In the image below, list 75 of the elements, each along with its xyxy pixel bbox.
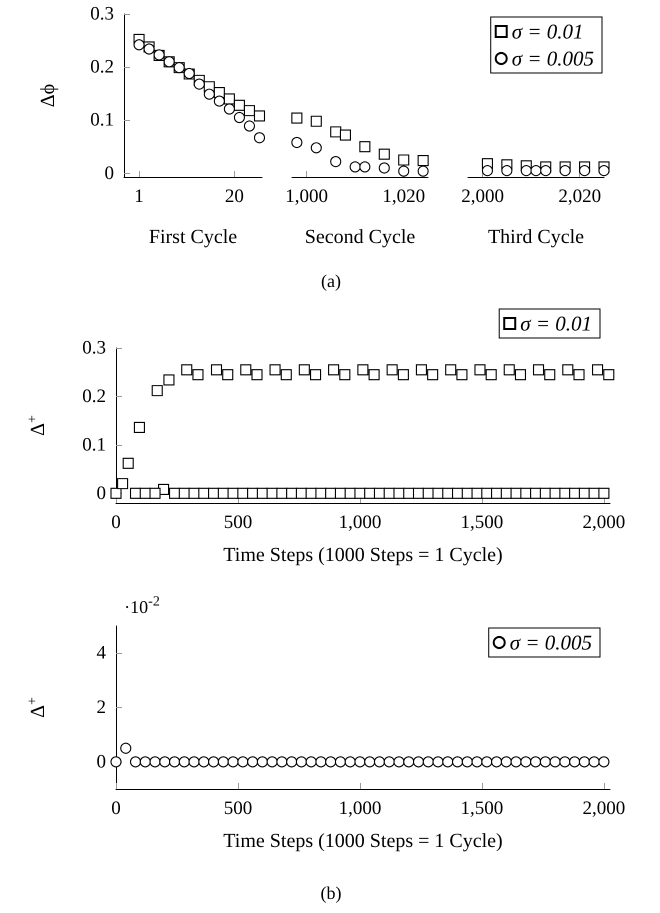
x-tick-label: 500 (224, 798, 252, 819)
point (359, 141, 370, 152)
point (254, 110, 266, 122)
point (204, 88, 215, 100)
point (418, 166, 429, 177)
y-axis-title: Δϕ (37, 84, 59, 108)
x-axis-title: Second Cycle (304, 226, 416, 248)
y-tick-label: 0.1 (90, 110, 114, 131)
y-tick-label: 0.2 (82, 386, 106, 407)
point (579, 165, 590, 176)
y-tick-label: 4 (96, 642, 106, 664)
legend-label: σ = 0.005 (512, 46, 594, 70)
x-axis-title: Third Cycle (488, 226, 584, 248)
point (520, 165, 532, 176)
legend-label: σ = 0.01 (520, 312, 592, 336)
point (482, 165, 493, 176)
x-tick-label: 1,000 (285, 186, 328, 207)
point (530, 165, 542, 176)
point (254, 132, 266, 144)
x-tick-label: 2,000 (582, 512, 626, 533)
point (214, 96, 225, 107)
text: (a) (321, 271, 341, 291)
y-tick-label: 0.3 (90, 4, 114, 24)
point (398, 154, 410, 166)
x-axis-title: Time Steps (1000 Steps = 1 Cycle) (223, 830, 503, 852)
point (244, 105, 256, 116)
point (378, 148, 390, 160)
y-axis-title: Δ+ (26, 697, 49, 718)
point (501, 165, 512, 176)
y-axis-title: Δ+ (26, 415, 49, 436)
point (194, 78, 205, 90)
point (224, 103, 235, 115)
x-tick-label: 20 (224, 186, 244, 207)
point (234, 112, 245, 124)
x-tick-label: 1,500 (460, 798, 504, 819)
y-tick-label: 0 (104, 162, 114, 184)
y-tick-label: 0 (96, 482, 106, 504)
point (560, 165, 571, 176)
point (359, 161, 370, 172)
text: (b) (320, 883, 342, 903)
x-tick-label: 500 (224, 512, 252, 533)
point (310, 142, 322, 154)
y-tick-label: 2 (96, 697, 106, 718)
point (144, 43, 155, 55)
point (350, 161, 361, 172)
point (310, 116, 322, 127)
x-tick-label: 2,020 (558, 186, 602, 207)
point (330, 126, 342, 138)
point (291, 112, 302, 124)
x-tick-label: 2,000 (461, 186, 504, 207)
y-tick-label: 0.2 (90, 56, 114, 78)
y-tick-label: 0 (96, 751, 106, 772)
x-axis-title: Time Steps (1000 Steps = 1 Cycle) (223, 544, 503, 566)
point (330, 156, 342, 168)
point (134, 39, 145, 50)
x-tick-label: 1,020 (382, 186, 426, 207)
x-tick-label: 1,500 (460, 512, 504, 533)
legend-label: σ = 0.01 (512, 20, 584, 44)
legend-label: σ = 0.005 (510, 630, 592, 654)
x-tick-label: 2,000 (582, 798, 626, 819)
x-tick-label: 1,000 (338, 512, 382, 533)
y-tick-label: 0.3 (82, 338, 106, 358)
x-tick-label: 1 (134, 186, 144, 207)
point (291, 136, 302, 148)
point (340, 130, 351, 141)
point (378, 162, 390, 174)
point (418, 154, 429, 166)
point (540, 165, 552, 176)
point (398, 166, 410, 177)
y-tick-label: 0.1 (82, 434, 106, 456)
point (234, 100, 245, 111)
point (598, 165, 610, 176)
x-tick-label: 1,000 (338, 798, 382, 819)
point (244, 120, 256, 132)
x-axis-title: First Cycle (148, 226, 238, 248)
